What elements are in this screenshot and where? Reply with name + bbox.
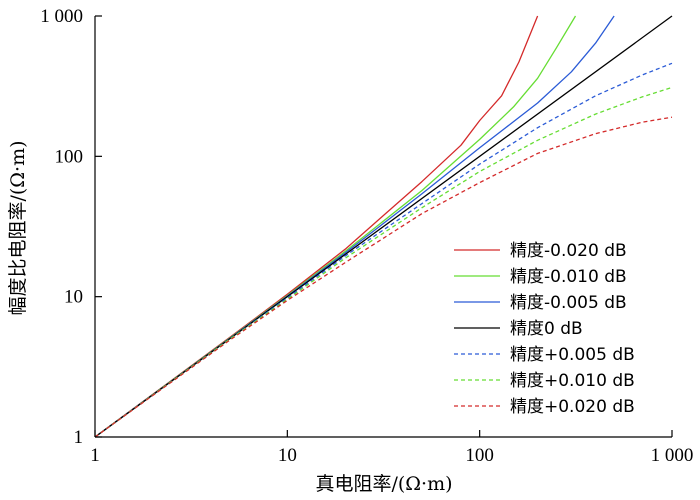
series-line-5 bbox=[94, 62, 673, 438]
x-tick-label: 10 bbox=[278, 445, 297, 466]
legend-label-2: 精度-0.010 dB bbox=[510, 267, 627, 287]
legend: 精度-0.020 dB 精度-0.010 dB 精度-0.005 dB 精度0 dB 精… bbox=[454, 241, 635, 417]
x-tick-label: 1 bbox=[90, 445, 100, 466]
axes: 1 10 100 1 000 1 10 100 1 000 bbox=[40, 6, 693, 466]
x-tick-label: 1 000 bbox=[651, 445, 694, 466]
legend-label-6: 精度+0.010 dB bbox=[510, 371, 635, 391]
y-tick-label: 100 bbox=[55, 146, 84, 167]
y-tick-label: 10 bbox=[64, 287, 83, 308]
series-line-2 bbox=[94, 15, 577, 438]
y-axis-title: 幅度比电阻率/(Ω·m) bbox=[7, 140, 29, 315]
series-layer bbox=[94, 15, 673, 438]
series-line-7 bbox=[94, 116, 673, 438]
x-axis-title: 真电阻率/(Ω·m) bbox=[315, 473, 452, 495]
legend-label-5: 精度+0.005 dB bbox=[510, 345, 635, 365]
legend-label-1: 精度-0.020 dB bbox=[510, 241, 627, 261]
legend-label-4: 精度0 dB bbox=[510, 319, 583, 339]
series-line-1 bbox=[94, 15, 539, 438]
legend-label-3: 精度-0.005 dB bbox=[510, 293, 627, 313]
legend-label-7: 精度+0.020 dB bbox=[510, 397, 635, 417]
y-tick-label: 1 000 bbox=[40, 6, 83, 27]
y-tick-label: 1 bbox=[74, 427, 84, 448]
x-tick-label: 100 bbox=[465, 445, 494, 466]
